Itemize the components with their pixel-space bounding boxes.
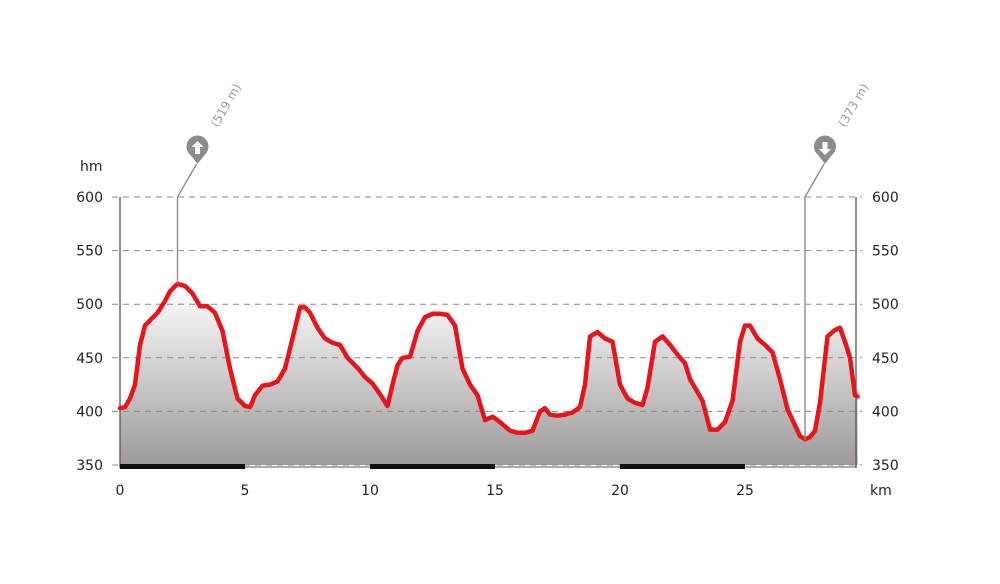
y-tick-label-right: 400 — [872, 404, 899, 420]
y-tick-label-right: 350 — [872, 458, 899, 474]
max-leader-line — [176, 163, 198, 284]
x-tick-label: 20 — [611, 483, 629, 499]
y-tick-label-left: 550 — [76, 244, 103, 260]
x-tick-label: 25 — [736, 483, 754, 499]
distance-band — [120, 464, 245, 469]
min-elevation-label: (373 m) — [835, 81, 871, 129]
arrow-up-icon — [186, 135, 209, 164]
y-tick-label-left: 450 — [76, 351, 103, 367]
distance-band — [620, 464, 745, 469]
y-tick-label-right: 550 — [872, 244, 899, 260]
max-elevation-label: (519 m) — [208, 81, 244, 129]
x-tick-label: 10 — [361, 483, 379, 499]
y-axis-label: hm — [80, 159, 103, 175]
elevation-line — [117, 281, 860, 442]
x-tick-label: 15 — [486, 483, 504, 499]
y-tick-label-right: 450 — [872, 351, 899, 367]
x-tick-label: 0 — [116, 483, 125, 499]
y-tick-label-right: 600 — [872, 190, 899, 206]
min-leader-line — [804, 163, 825, 441]
y-tick-label-right: 500 — [872, 297, 899, 313]
x-tick-label: 5 — [241, 483, 250, 499]
distance-band — [370, 464, 495, 469]
y-tick-label-left: 350 — [76, 458, 103, 474]
y-tick-label-left: 400 — [76, 404, 103, 420]
x-axis-label: km — [870, 483, 892, 499]
arrow-down-icon — [814, 135, 836, 164]
y-tick-label-left: 500 — [76, 297, 103, 313]
y-tick-label-left: 600 — [76, 190, 103, 206]
elevation-area — [120, 283, 858, 465]
